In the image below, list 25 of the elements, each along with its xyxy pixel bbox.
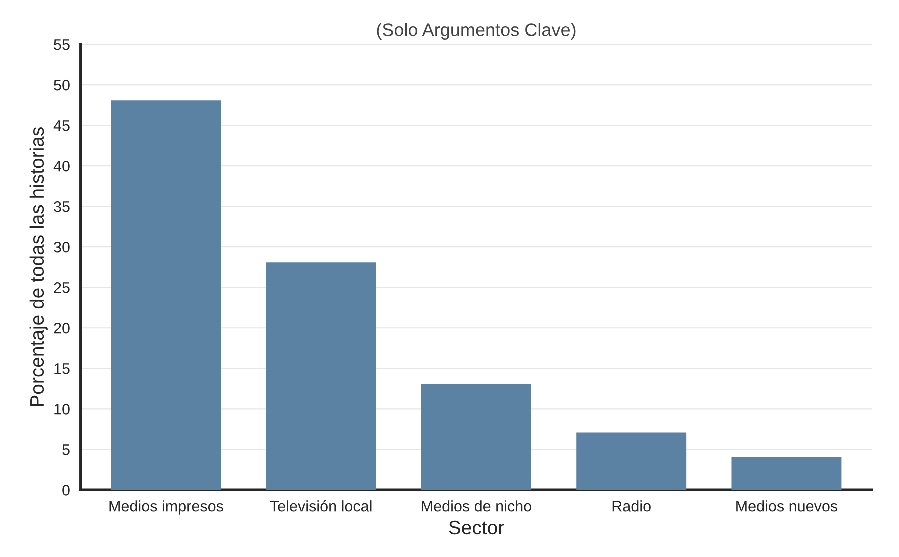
- bar: [111, 100, 222, 490]
- x-tick-label: Medios impresos: [110, 500, 224, 515]
- x-tick-label: Medios nuevos: [736, 500, 838, 512]
- x-axis-title: Sector: [449, 520, 504, 535]
- chart-title: (Solo Argumentos Clave): [377, 23, 576, 40]
- y-tick-label: 20: [54, 322, 70, 334]
- y-tick-label: 5: [62, 444, 70, 456]
- y-tick-label: 45: [54, 120, 70, 132]
- x-tick-label: Televisión local: [270, 500, 372, 512]
- y-tick-label: 30: [54, 242, 70, 253]
- y-tick-label: 15: [54, 364, 70, 374]
- y-tick-label: 55: [54, 40, 70, 50]
- x-tick-label: Medios de nicho: [422, 500, 532, 512]
- y-tick-label: 0: [62, 485, 70, 496]
- bar: [576, 432, 687, 490]
- x-tick-label: Radio: [612, 500, 651, 512]
- y-tick-label: 40: [54, 160, 70, 172]
- y-tick-label: 35: [54, 201, 70, 212]
- y-tick-label: 10: [54, 404, 70, 415]
- y-tick-label: 25: [54, 282, 70, 294]
- y-tick-label: 50: [54, 80, 70, 91]
- bar: [266, 262, 376, 490]
- y-axis-title: Porcentaje de todas las historias: [30, 128, 48, 406]
- bar: [421, 384, 532, 490]
- bar: [732, 457, 842, 490]
